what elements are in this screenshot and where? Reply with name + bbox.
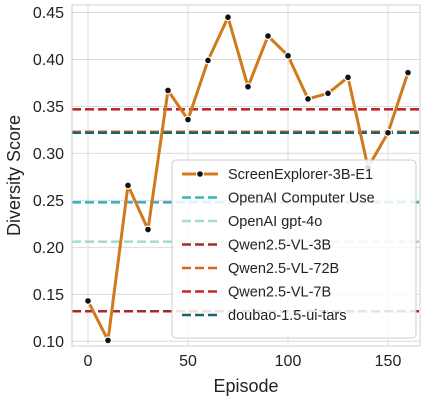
data-point xyxy=(103,336,112,345)
legend: ScreenExplorer-3B-E1 OpenAI Computer Use O… xyxy=(171,159,417,339)
y-tick-label: 0.10 xyxy=(33,334,64,351)
x-axis-label: Episode xyxy=(213,376,278,396)
data-point xyxy=(284,51,293,60)
legend-entry-label: OpenAI gpt-4o xyxy=(228,214,322,230)
data-point xyxy=(164,86,173,95)
legend-entry-label: doubao-1.5-ui-tars xyxy=(228,308,347,324)
data-point xyxy=(404,68,413,77)
y-tick-label: 0.15 xyxy=(33,287,64,304)
legend-entry-label: OpenAI Computer Use xyxy=(228,191,375,207)
data-point xyxy=(304,94,313,103)
y-tick-label: 0.45 xyxy=(33,5,64,22)
legend-box xyxy=(171,159,417,339)
legend-swatch-marker xyxy=(196,170,205,179)
y-tick-label: 0.40 xyxy=(33,52,64,69)
plot-frame xyxy=(71,4,421,347)
legend-entry-label: Qwen2.5-VL-7B xyxy=(228,285,331,301)
x-tick-label: 100 xyxy=(275,353,302,370)
x-tick-label: 150 xyxy=(375,353,402,370)
x-tick-label: 0 xyxy=(84,353,93,370)
tick-labels: 0 50 100 150 0.10 0.15 0.20 0.25 0.30 0.35 0.40 0.4… xyxy=(33,5,402,370)
y-tick-label: 0.25 xyxy=(33,193,64,210)
y-tick-label: 0.20 xyxy=(33,240,64,257)
x-tick-label: 50 xyxy=(179,353,197,370)
legend-entry-label: ScreenExplorer-3B-E1 xyxy=(228,167,373,183)
data-point xyxy=(224,13,233,22)
legend-entry-label: Qwen2.5-VL-3B xyxy=(228,238,331,254)
data-point xyxy=(83,296,92,305)
y-tick-label: 0.35 xyxy=(33,99,64,116)
data-point xyxy=(123,181,132,190)
data-point xyxy=(184,115,193,124)
data-point xyxy=(204,56,213,65)
data-point xyxy=(244,82,253,91)
y-tick-label: 0.30 xyxy=(33,146,64,163)
data-point xyxy=(384,128,393,137)
data-point xyxy=(324,89,333,98)
data-point xyxy=(144,225,153,234)
data-point xyxy=(344,73,353,82)
data-point xyxy=(264,31,273,40)
series-markers xyxy=(83,13,413,345)
legend-entry-label: Qwen2.5-VL-72B xyxy=(228,261,339,277)
y-axis-label: Diversity Score xyxy=(4,115,24,236)
